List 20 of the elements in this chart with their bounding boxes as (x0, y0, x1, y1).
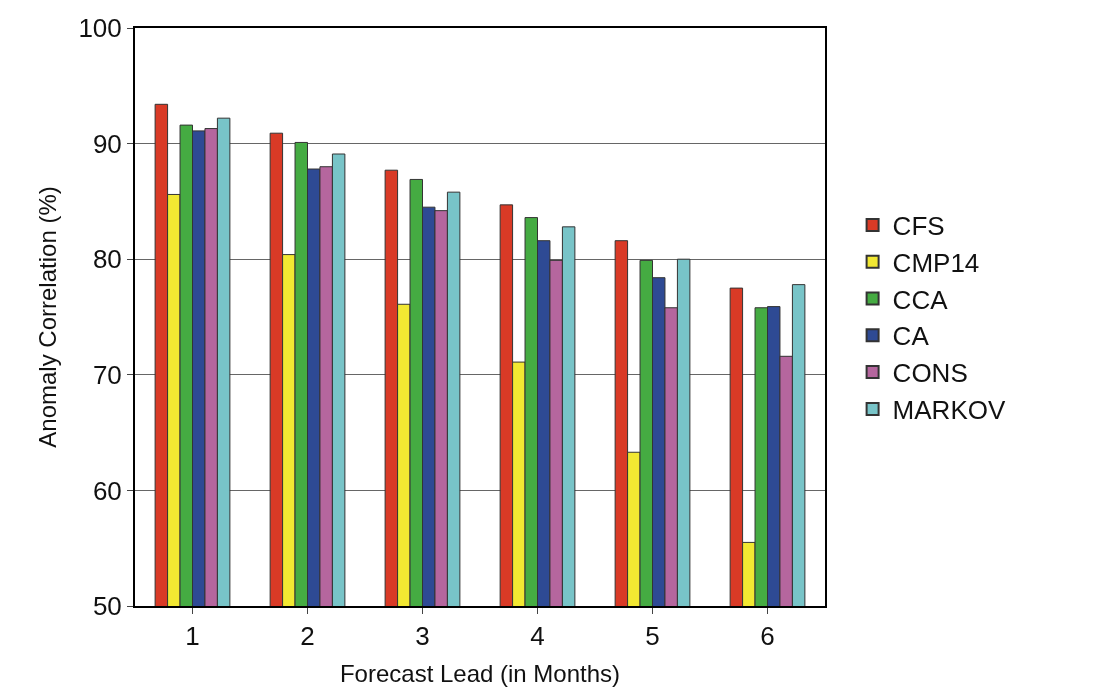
x-tick-label: 5 (645, 621, 660, 652)
x-tick-label: 2 (300, 621, 315, 652)
x-tick-label: 4 (530, 621, 545, 652)
legend-label: CA (892, 321, 930, 352)
legend-label: CCA (892, 284, 949, 315)
y-tick-label: 100 (78, 13, 122, 44)
legend-label: CFS (892, 211, 945, 242)
x-tick-label: 1 (185, 621, 200, 652)
y-tick-label: 80 (92, 244, 122, 275)
x-axis-title: Forecast Lead (in Months) (339, 660, 621, 687)
x-tick-label: 3 (415, 621, 430, 652)
y-tick-label: 50 (92, 591, 122, 622)
y-tick-label: 70 (92, 359, 122, 390)
x-tick-label: 6 (760, 621, 775, 652)
y-axis-title: Anomaly Correlation (%) (34, 186, 62, 448)
y-tick-label: 90 (92, 128, 122, 159)
legend-label: MARKOV (892, 395, 1006, 426)
y-tick-label: 60 (92, 475, 122, 506)
legend-label: CONS (892, 358, 968, 389)
legend-label: CMP14 (892, 247, 980, 278)
